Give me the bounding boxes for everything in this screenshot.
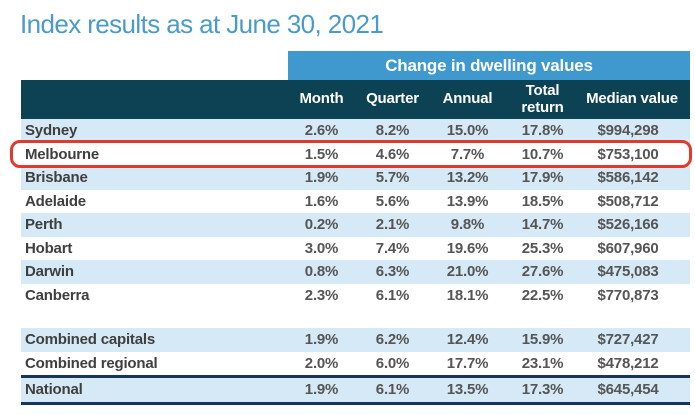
- header-cell-month: Month: [299, 90, 344, 108]
- cell-annual: 19.6%: [446, 239, 489, 257]
- cell-annual: 7.7%: [450, 145, 485, 163]
- cell-median-value: $645,454: [597, 381, 659, 399]
- header-cell-quarter: Quarter: [366, 90, 419, 108]
- cell-annual: 13.9%: [446, 192, 489, 210]
- cell-annual: 9.8%: [450, 216, 485, 234]
- cell-month: 1.6%: [304, 192, 339, 210]
- cell-median-value: $770,873: [597, 286, 659, 304]
- table-row-combined-capitals: Combined capitals 1.9% 6.2% 12.4% 15.9% $727,…: [21, 328, 690, 352]
- cell-month: 1.9%: [304, 169, 339, 187]
- table-row-hobart: Hobart 3.0% 7.4% 19.6% 25.3% $607,960: [21, 237, 690, 261]
- row-label: Combined regional: [25, 354, 158, 372]
- cell-month: 2.0%: [304, 354, 339, 372]
- cell-quarter: 6.2%: [375, 331, 410, 349]
- row-label: Darwin: [25, 263, 74, 281]
- row-label: Sydney: [25, 122, 78, 140]
- row-label: Combined capitals: [25, 331, 155, 349]
- cell-quarter: 8.2%: [375, 122, 410, 140]
- cell-median-value: $586,142: [597, 169, 659, 187]
- table-row-combined-regional: Combined regional 2.0% 6.0% 17.7% 23.1% $478,…: [21, 352, 690, 376]
- cell-month: 3.0%: [304, 239, 339, 257]
- cell-total-return: 22.5%: [521, 286, 564, 304]
- cell-median-value: $994,298: [597, 122, 659, 140]
- spacer-row: [21, 307, 690, 328]
- table-row-brisbane: Brisbane 1.9% 5.7% 13.2% 17.9% $586,142: [21, 166, 690, 190]
- cell-annual: 13.5%: [446, 381, 489, 399]
- index-results-table: Change in dwelling values Month Quarter …: [21, 51, 690, 405]
- table-row-canberra: Canberra 2.3% 6.1% 18.1% 22.5% $770,873: [21, 284, 690, 308]
- cell-annual: 15.0%: [446, 122, 489, 140]
- table-row-perth: Perth 0.2% 2.1% 9.8% 14.7% $526,166: [21, 213, 690, 237]
- cell-total-return: 17.9%: [521, 169, 564, 187]
- cell-median-value: $526,166: [597, 216, 659, 234]
- cell-median-value: $478,212: [597, 354, 659, 372]
- cell-total-return: 10.7%: [521, 145, 564, 163]
- cell-total-return: 25.3%: [521, 239, 564, 257]
- table-row-melbourne: Melbourne 1.5% 4.6% 7.7% 10.7% $753,100: [21, 143, 690, 167]
- table-row-darwin: Darwin 0.8% 6.3% 21.0% 27.6% $475,083: [21, 260, 690, 284]
- row-label: Canberra: [25, 286, 90, 304]
- row-label: National: [25, 381, 83, 399]
- cell-month: 1.5%: [304, 145, 339, 163]
- table-row-national: National 1.9% 6.1% 13.5% 17.3% $645,454: [21, 375, 690, 405]
- cell-quarter: 7.4%: [375, 239, 410, 257]
- cell-month: 2.6%: [304, 122, 339, 140]
- cell-month: 2.3%: [304, 286, 339, 304]
- row-label: Adelaide: [25, 192, 86, 210]
- table-header-row: Month Quarter Annual Total return Median…: [21, 80, 690, 119]
- cell-month: 0.8%: [304, 263, 339, 281]
- cell-quarter: 6.3%: [375, 263, 410, 281]
- cell-total-return: 17.3%: [521, 381, 564, 399]
- cell-quarter: 5.7%: [375, 169, 410, 187]
- cell-month: 0.2%: [304, 216, 339, 234]
- cell-annual: 21.0%: [446, 263, 489, 281]
- cell-median-value: $607,960: [597, 239, 659, 257]
- cell-quarter: 4.6%: [375, 145, 410, 163]
- cell-quarter: 5.6%: [375, 192, 410, 210]
- header-cell-annual: Annual: [442, 90, 493, 108]
- cell-median-value: $508,712: [597, 192, 659, 210]
- cell-total-return: 17.8%: [521, 122, 564, 140]
- cell-annual: 17.7%: [446, 354, 489, 372]
- cell-total-return: 27.6%: [521, 263, 564, 281]
- cell-median-value: $727,427: [597, 331, 659, 349]
- cell-median-value: $753,100: [597, 145, 659, 163]
- summary-rows: Combined capitals 1.9% 6.2% 12.4% 15.9% $727,…: [21, 328, 690, 405]
- cell-total-return: 23.1%: [521, 354, 564, 372]
- table-row-adelaide: Adelaide 1.6% 5.6% 13.9% 18.5% $508,712: [21, 190, 690, 214]
- cell-median-value: $475,083: [597, 263, 659, 281]
- cell-quarter: 2.1%: [375, 216, 410, 234]
- row-label: Perth: [25, 216, 63, 234]
- cell-month: 1.9%: [304, 381, 339, 399]
- row-label: Melbourne: [25, 145, 100, 163]
- cell-quarter: 6.0%: [375, 354, 410, 372]
- column-group-header: Change in dwelling values: [288, 51, 690, 80]
- capital-city-rows: Sydney 2.6% 8.2% 15.0% 17.8% $994,298 Melbourn…: [21, 119, 690, 307]
- cell-total-return: 14.7%: [521, 216, 564, 234]
- row-label: Brisbane: [25, 169, 88, 187]
- header-cell-total-return: Total return: [521, 82, 564, 116]
- cell-quarter: 6.1%: [375, 286, 410, 304]
- cell-annual: 13.2%: [446, 169, 489, 187]
- page-title: Index results as at June 30, 2021: [20, 9, 384, 39]
- table-row-sydney: Sydney 2.6% 8.2% 15.0% 17.8% $994,298: [21, 119, 690, 143]
- header-cell-empty: [21, 80, 288, 119]
- row-label: Hobart: [25, 239, 73, 257]
- cell-quarter: 6.1%: [375, 381, 410, 399]
- header-cell-median-value: Median value: [586, 90, 678, 108]
- cell-annual: 18.1%: [446, 286, 489, 304]
- cell-month: 1.9%: [304, 331, 339, 349]
- cell-total-return: 15.9%: [521, 331, 564, 349]
- cell-annual: 12.4%: [446, 331, 489, 349]
- cell-total-return: 18.5%: [521, 192, 564, 210]
